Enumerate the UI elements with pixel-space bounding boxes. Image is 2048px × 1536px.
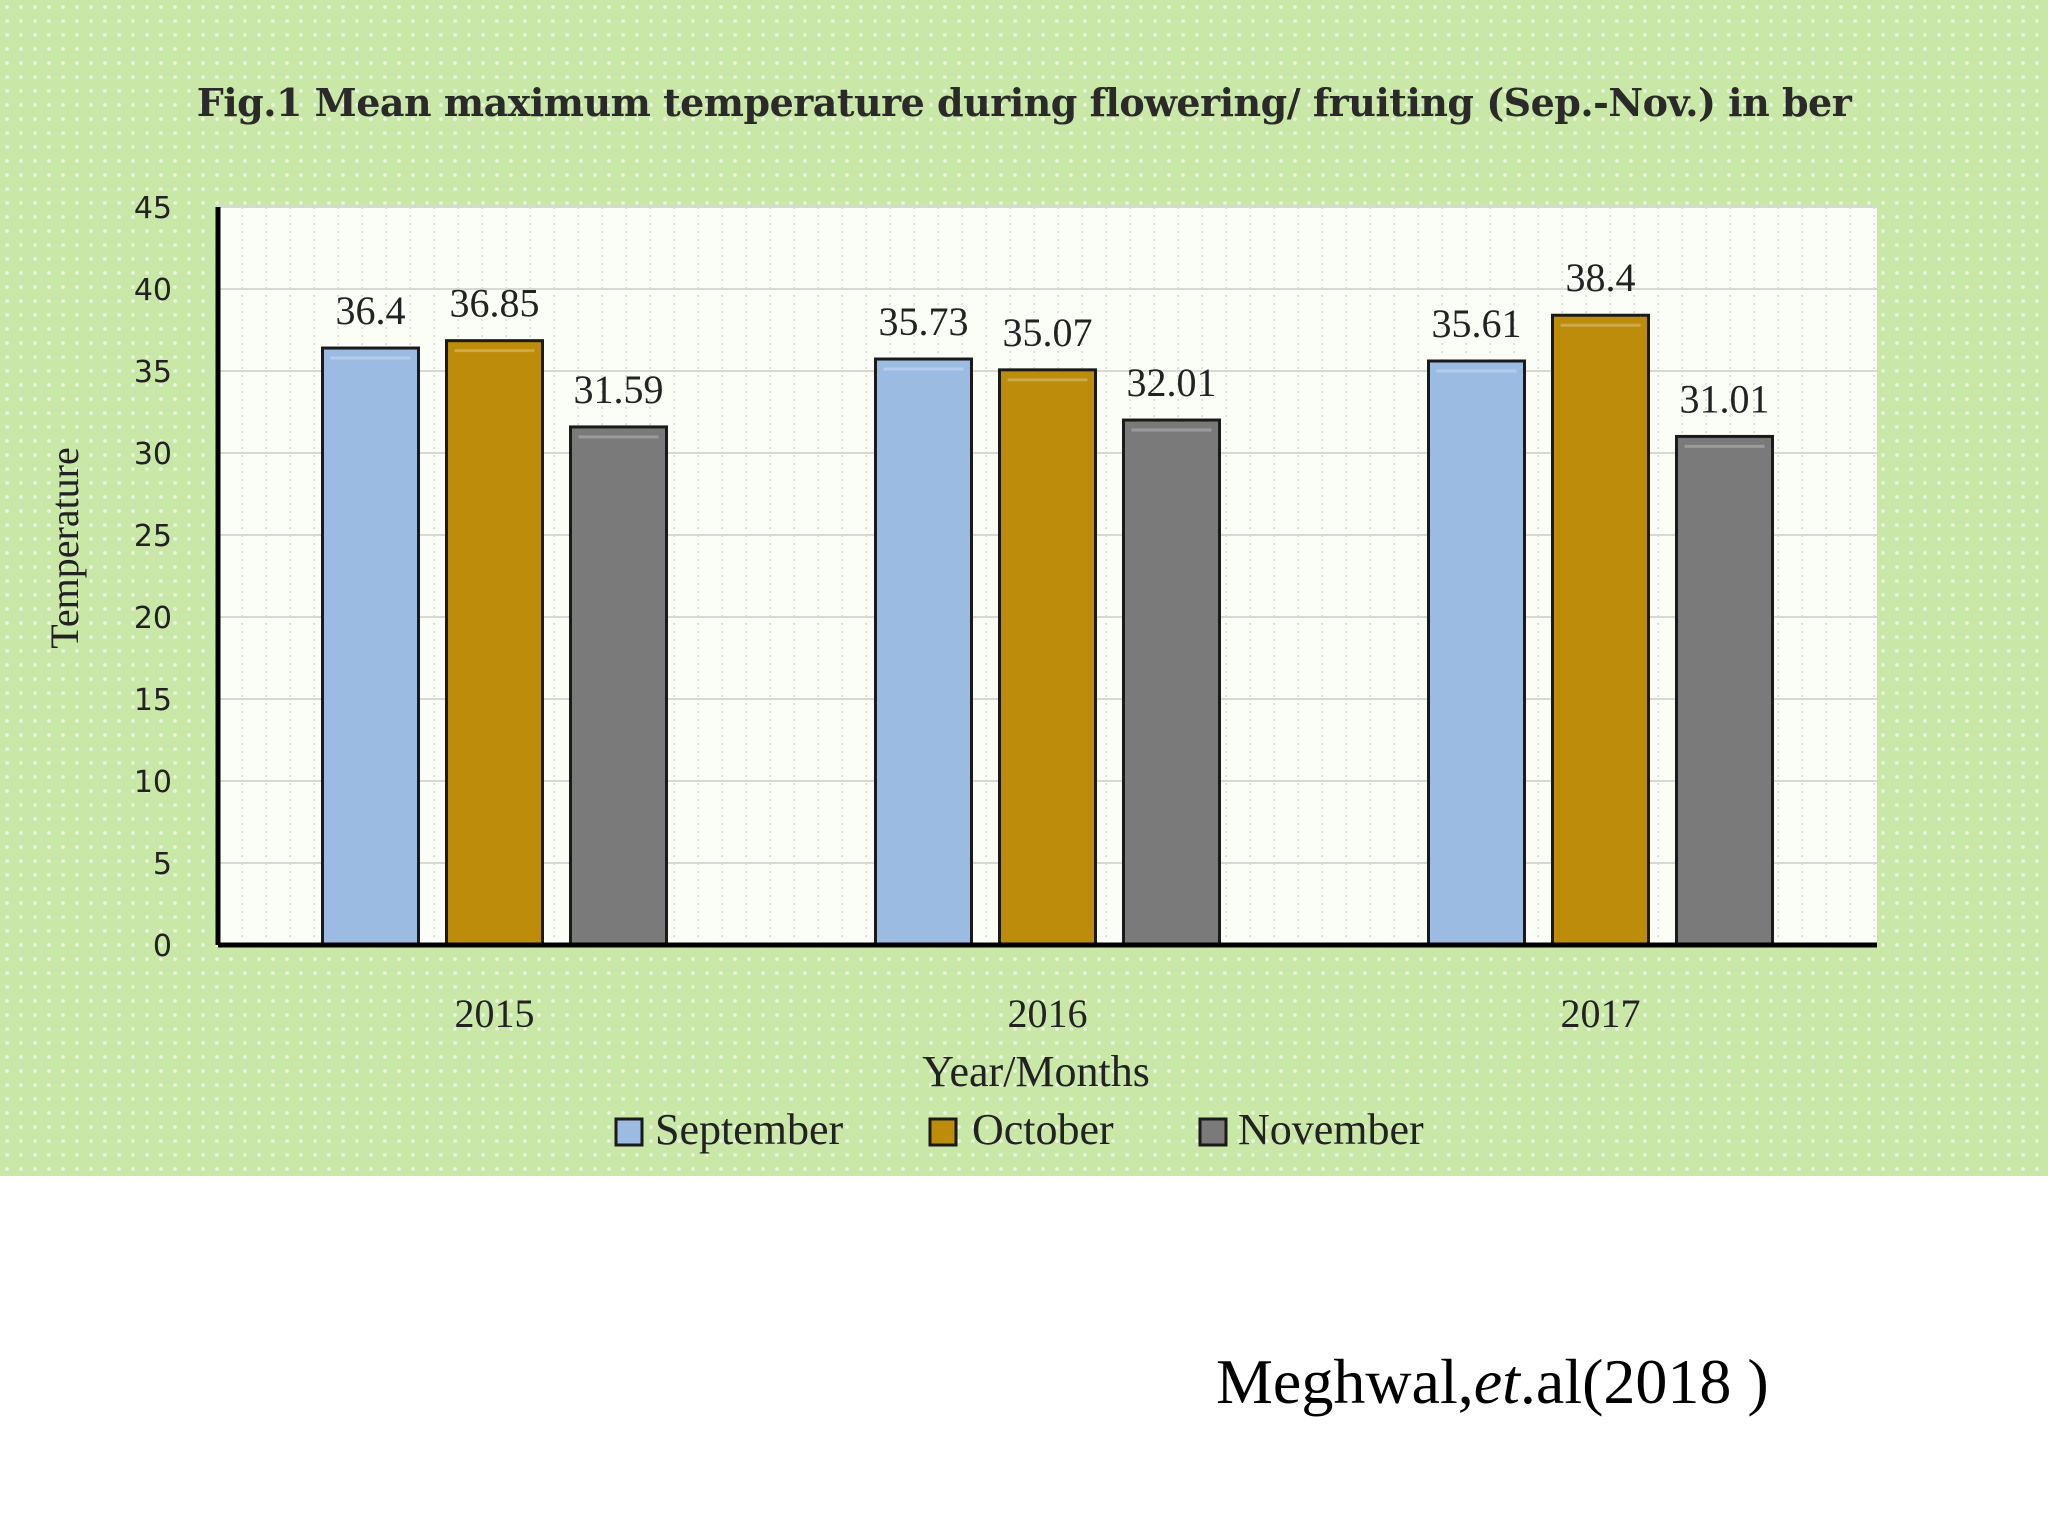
chart-title: Fig.1 Mean maximum temperature during fl…: [196, 80, 1852, 125]
bar-october: [445, 339, 544, 947]
legend-label: November: [1238, 1105, 1424, 1154]
y-tick-label: 15: [134, 683, 172, 718]
legend-label: September: [655, 1105, 844, 1154]
citation-prefix: Meghwal,: [1216, 1346, 1474, 1417]
data-label: 35.07: [1003, 310, 1093, 355]
bar-october: [1551, 313, 1650, 947]
legend-label: October: [972, 1105, 1114, 1154]
y-tick-label: 5: [153, 847, 172, 882]
bar-november: [1675, 434, 1774, 947]
y-tick-label: 35: [134, 355, 172, 390]
data-label: 38.4: [1566, 255, 1636, 300]
data-label: 35.73: [879, 299, 969, 344]
bar-september: [321, 346, 420, 947]
data-label: 32.01: [1127, 360, 1217, 405]
y-tick-label: 0: [153, 929, 172, 964]
x-tick-label: 2015: [455, 991, 535, 1036]
y-tick-label: 30: [134, 437, 172, 472]
chart-figure: Fig.1 Mean maximum temperature during fl…: [0, 0, 2048, 1176]
x-tick-label: 2016: [1008, 991, 1088, 1036]
legend-swatch-september: [614, 1117, 644, 1147]
citation-italic: et: [1473, 1346, 1520, 1417]
y-tick-label: 20: [134, 601, 172, 636]
data-label: 35.61: [1432, 301, 1522, 346]
y-axis-label: Temperature: [42, 447, 87, 649]
citation-suffix: .al(2018 ): [1519, 1346, 1769, 1417]
bar-october: [998, 368, 1097, 947]
legend-swatch-november: [1198, 1117, 1228, 1147]
x-axis-label: Year/Months: [922, 1047, 1150, 1096]
citation: Meghwal,et.al(2018 ): [1216, 1345, 1769, 1419]
bar-chart: 0 5 10 15 20 25 30 35 40 45 36.4 35.73 35.61 36.85 35.…: [42, 191, 1877, 1154]
y-tick-label: 45: [134, 191, 172, 226]
bar-november: [1122, 418, 1221, 947]
y-tick-label: 40: [134, 273, 172, 308]
x-tick-label: 2017: [1561, 991, 1641, 1036]
bar-september: [1427, 359, 1526, 947]
data-label: 36.85: [450, 281, 540, 326]
bar-november: [569, 425, 668, 947]
bar-september: [874, 357, 973, 947]
y-tick-label: 10: [134, 765, 172, 800]
data-label: 31.01: [1680, 376, 1770, 421]
data-label: 31.59: [574, 367, 664, 412]
data-label: 36.4: [336, 288, 406, 333]
legend-swatch-october: [928, 1117, 958, 1147]
y-tick-label: 25: [134, 519, 172, 554]
